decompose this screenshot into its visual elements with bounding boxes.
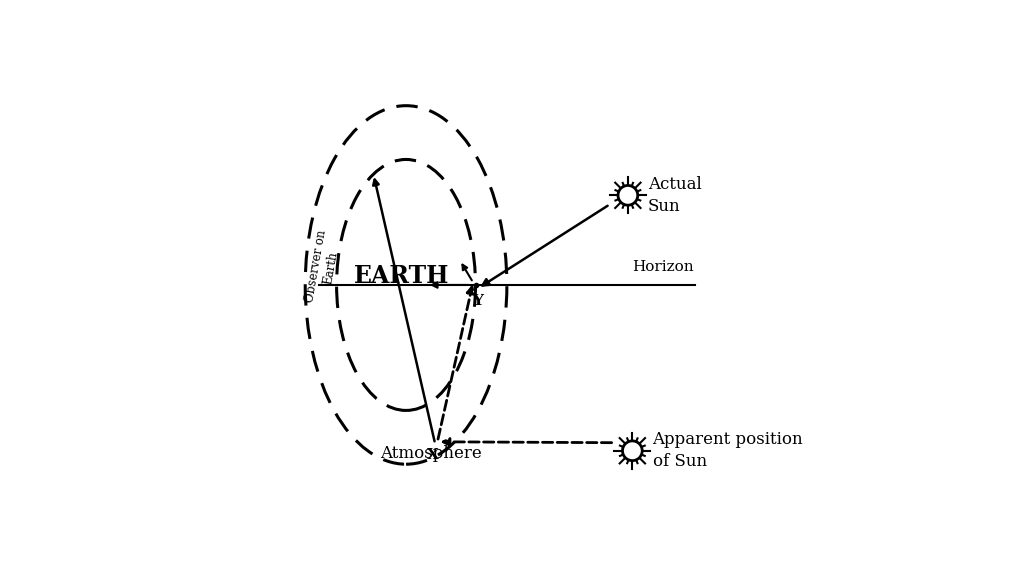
Text: X: X — [427, 448, 439, 462]
Text: Atmosphere: Atmosphere — [380, 445, 481, 462]
Text: Actual
Sun: Actual Sun — [648, 176, 701, 215]
Text: Horizon: Horizon — [633, 260, 694, 274]
Circle shape — [618, 186, 638, 205]
Text: EARTH: EARTH — [354, 264, 450, 288]
Circle shape — [623, 441, 642, 460]
Text: Observer on
Earth: Observer on Earth — [303, 228, 343, 306]
Text: Apparent position
of Sun: Apparent position of Sun — [652, 431, 803, 470]
Text: Y: Y — [472, 294, 483, 308]
